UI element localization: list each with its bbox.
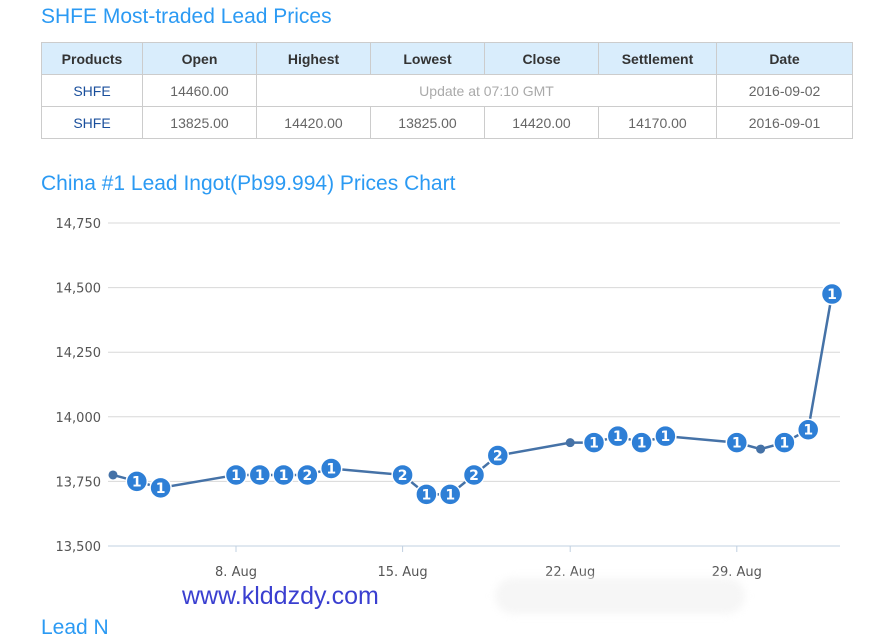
y-tick-label: 14,500 (56, 282, 102, 297)
y-tick-label: 13,500 (56, 540, 102, 555)
cell-lowest: 13825.00 (370, 106, 485, 139)
x-tick-label: 29. Aug (712, 565, 762, 580)
flag-marker (319, 457, 343, 480)
col-highest: Highest (256, 42, 371, 75)
flag-label: 2 (469, 468, 479, 484)
flag-marker (438, 483, 462, 506)
col-open: Open (142, 42, 257, 75)
flag-label: 1 (255, 468, 265, 484)
cell-settlement: 14170.00 (598, 106, 717, 139)
flag-label: 2 (303, 468, 313, 484)
y-tick-label: 13,750 (56, 475, 102, 490)
cell-date: 2016-09-02 (716, 74, 853, 107)
flag-marker (272, 463, 295, 487)
col-settlement: Settlement (598, 42, 717, 75)
flag-label: 1 (827, 287, 837, 303)
cell-update-note: Update at 07:10 GMT (256, 74, 717, 107)
cell-product: SHFE (41, 106, 143, 139)
flag-marker (582, 431, 606, 454)
flag-label: 1 (422, 487, 432, 503)
next-section-heading: Lead N (41, 616, 109, 639)
flag-label: 1 (780, 436, 790, 452)
cell-open: 13825.00 (142, 106, 257, 139)
blur-patch (495, 578, 745, 614)
flag-label: 1 (661, 429, 671, 445)
page-title: SHFE Most-traded Lead Prices (41, 5, 332, 28)
col-lowest: Lowest (370, 42, 485, 75)
col-close: Close (484, 42, 599, 75)
flag-marker (796, 418, 820, 441)
chart-title: China #1 Lead Ingot(Pb99.994) Prices Cha… (41, 172, 456, 195)
cell-open: 14460.00 (142, 74, 257, 107)
flag-label: 1 (589, 436, 599, 452)
flag-marker (486, 444, 510, 467)
flag-label: 1 (637, 436, 647, 452)
flag-marker (630, 431, 653, 454)
flag-marker (462, 463, 486, 487)
data-point (756, 444, 766, 454)
flag-marker (606, 424, 630, 448)
flag-label: 1 (613, 429, 623, 445)
flag-label: 1 (732, 436, 742, 452)
x-tick-label: 22. Aug (545, 565, 595, 580)
flag-label: 2 (398, 468, 408, 484)
y-tick-label: 14,250 (56, 346, 102, 361)
flag-marker (125, 470, 149, 493)
flag-marker (415, 483, 438, 506)
x-tick-label: 15. Aug (377, 565, 427, 580)
flag-marker (773, 431, 796, 454)
flag-marker (654, 424, 677, 448)
flag-label: 1 (803, 423, 813, 439)
col-products: Products (41, 42, 143, 75)
table-row: SHFE 13825.00 14420.00 13825.00 14420.00… (41, 106, 853, 139)
data-point (565, 438, 575, 448)
flag-label: 2 (493, 449, 503, 465)
table-header-row: Products Open Highest Lowest Close Settl… (41, 42, 853, 75)
flag-label: 1 (156, 481, 166, 497)
flag-label: 1 (279, 468, 289, 484)
watermark: www.klddzdy.com (182, 582, 379, 610)
flag-marker (296, 463, 319, 487)
flag-label: 1 (132, 474, 142, 490)
y-tick-label: 14,000 (56, 411, 102, 426)
flag-marker (149, 476, 172, 500)
flag-marker (725, 431, 749, 454)
table-row: SHFE 14460.00 Update at 07:10 GMT 2016-0… (41, 74, 853, 107)
y-tick-label: 14,750 (56, 217, 102, 232)
price-chart: 13,500 13,750 14,000 14,250 14,500 14,750 8. A… (56, 217, 844, 580)
flag-marker (248, 463, 272, 487)
x-tick-label: 8. Aug (215, 565, 257, 580)
cell-highest: 14420.00 (256, 106, 371, 139)
cell-product: SHFE (41, 74, 143, 107)
flag-label: 1 (445, 487, 455, 503)
prices-table: Products Open Highest Lowest Close Settl… (41, 42, 853, 139)
flag-label: 1 (231, 468, 241, 484)
cell-date: 2016-09-01 (716, 106, 853, 139)
flag-marker (224, 463, 248, 487)
data-point (108, 470, 118, 480)
cell-close: 14420.00 (484, 106, 599, 139)
flag-marker (391, 463, 414, 487)
col-date: Date (716, 42, 853, 75)
flag-label: 1 (326, 461, 336, 477)
flag-marker (820, 282, 844, 306)
